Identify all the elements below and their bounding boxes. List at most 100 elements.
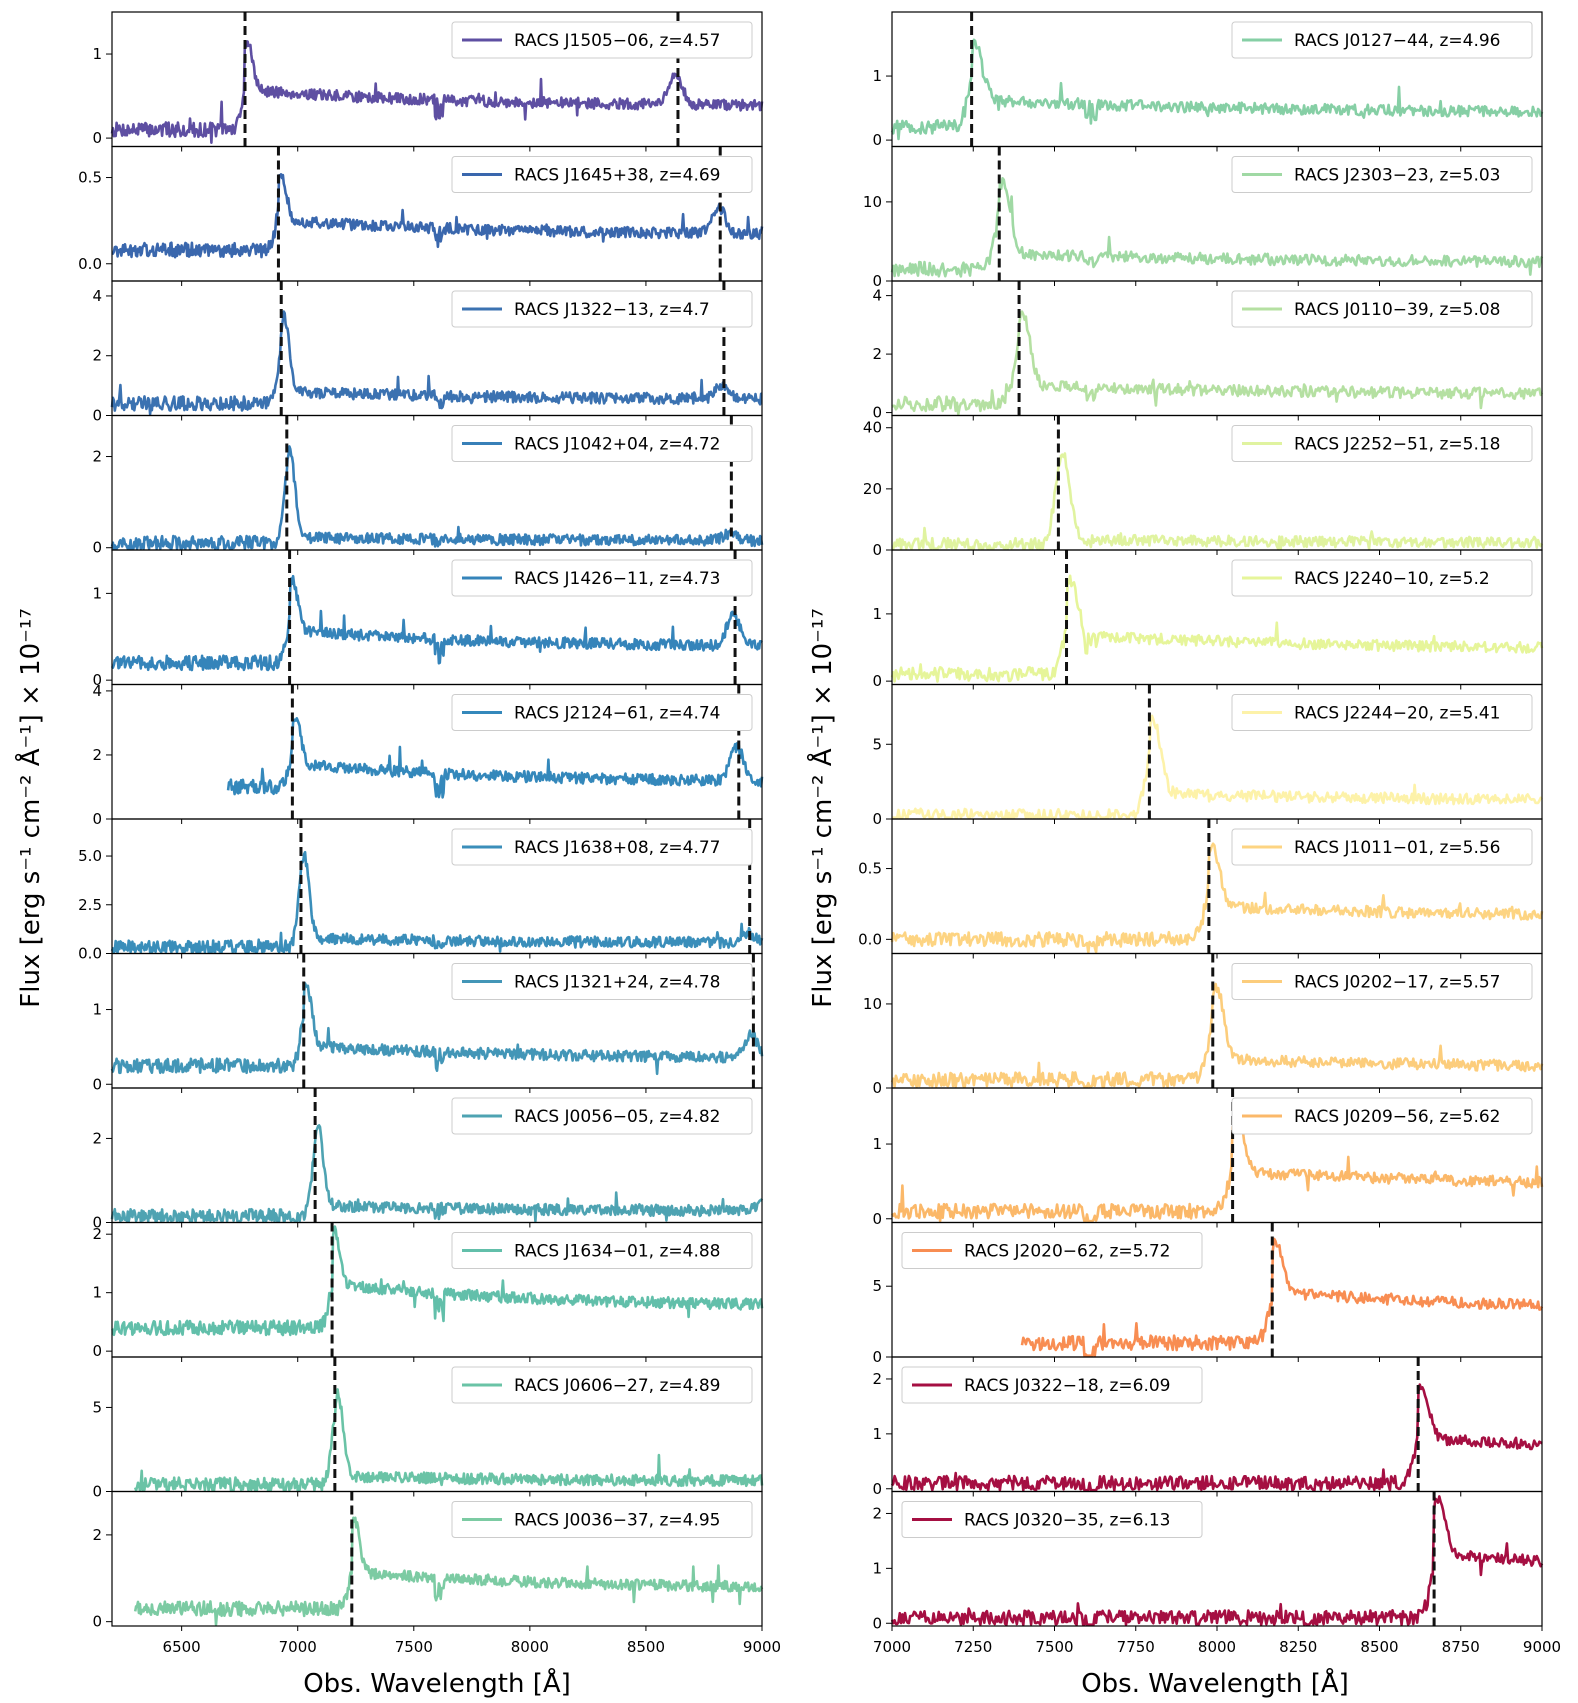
spectrum-line <box>890 574 1544 683</box>
legend-box <box>1231 963 1533 1000</box>
y-tick-label: 5 <box>92 1398 102 1416</box>
y-tick-label: 0 <box>872 672 882 690</box>
legend-label: RACS J2252−51, z=5.18 <box>1294 435 1501 455</box>
spectrum-panel: 0 5 RACS J2244−20, z=5.41 <box>872 683 1544 828</box>
y-tick-label: 0 <box>872 1348 882 1366</box>
legend-box <box>451 694 753 731</box>
x-tick-label: 8250 <box>1279 1638 1317 1656</box>
left-y-axis-title: Flux [erg s⁻¹ cm⁻² Å⁻¹] × 10⁻¹⁷ <box>14 608 46 1007</box>
legend-box <box>901 1232 1203 1269</box>
left-column-panels: 0 1 RACS J1505−06, z=4.57 0.0 0.5 RACS J1645+… <box>78 11 781 1656</box>
legend: RACS J0127−44, z=4.96 <box>1231 21 1533 59</box>
y-tick-label: 1 <box>92 584 102 602</box>
legend: RACS J0209−56, z=5.62 <box>1231 1097 1533 1135</box>
legend-box <box>1231 290 1533 328</box>
y-tick-label: 0 <box>92 1342 102 1360</box>
right-y-axis-title: Flux [erg s⁻¹ cm⁻² Å⁻¹] × 10⁻¹⁷ <box>806 608 838 1007</box>
legend-label: RACS J1011−01, z=5.56 <box>1294 838 1501 858</box>
y-tick-label: 0 <box>92 671 102 689</box>
legend: RACS J2020−62, z=5.72 <box>901 1232 1203 1269</box>
legend: RACS J1645+38, z=4.69 <box>451 156 753 193</box>
spectrum-line <box>226 717 764 799</box>
y-tick-label: 0 <box>92 539 102 557</box>
spectrum-panel: 0 1 RACS J1426−11, z=4.73 <box>92 549 763 690</box>
x-tick-label: 7500 <box>395 1638 433 1656</box>
y-tick-label: 1 <box>92 45 102 63</box>
legend-label: RACS J2240−10, z=5.2 <box>1294 569 1490 589</box>
spectrum-line <box>110 40 764 144</box>
y-tick-label: 0 <box>872 1210 882 1228</box>
y-tick-label: 0 <box>92 1613 102 1631</box>
y-tick-label: 0 <box>92 810 102 828</box>
legend-box <box>451 1097 753 1135</box>
spectrum-panel: 0 1 2 RACS J0322−18, z=6.09 <box>872 1356 1543 1498</box>
legend: RACS J1321+24, z=4.78 <box>451 963 753 1000</box>
legend: RACS J1426−11, z=4.73 <box>451 559 753 597</box>
spectrum-line <box>1020 1237 1544 1357</box>
legend-box <box>451 963 753 1000</box>
y-tick-label: 2 <box>92 1526 102 1544</box>
spectrum-panel: 0 5 RACS J0606−27, z=4.89 <box>92 1356 764 1501</box>
legend: RACS J2303−23, z=5.03 <box>1231 156 1533 193</box>
legend-label: RACS J1645+38, z=4.69 <box>514 166 721 186</box>
y-tick-label: 0.0 <box>858 930 882 948</box>
y-tick-label: 0 <box>872 1480 882 1498</box>
legend-label: RACS J0606−27, z=4.89 <box>514 1376 721 1396</box>
y-tick-label: 0 <box>92 1483 102 1501</box>
legend-box <box>451 425 753 462</box>
x-tick-label: 8000 <box>1198 1638 1236 1656</box>
legend-label: RACS J1634−01, z=4.88 <box>514 1242 721 1262</box>
spectrum-line <box>891 310 1544 416</box>
legend-label: RACS J0056−05, z=4.82 <box>514 1107 721 1127</box>
left-x-axis-title: Obs. Wavelength [Å] <box>303 1667 571 1699</box>
spectrum-line <box>890 1383 1543 1492</box>
y-tick-label: 4 <box>92 287 102 305</box>
spectrum-panel: 0 10 RACS J0202−17, z=5.57 <box>863 952 1544 1097</box>
legend-box <box>901 1366 1203 1404</box>
legend-box <box>1231 1097 1533 1135</box>
legend: RACS J2240−10, z=5.2 <box>1231 559 1533 597</box>
legend-label: RACS J2020−62, z=5.72 <box>964 1242 1171 1262</box>
spectrum-line <box>110 1124 764 1223</box>
legend-label: RACS J0322−18, z=6.09 <box>964 1376 1171 1396</box>
y-tick-label: 2 <box>872 345 882 363</box>
legend-label: RACS J1638+08, z=4.77 <box>514 838 721 858</box>
y-tick-label: 0 <box>872 541 882 559</box>
legend-label: RACS J2124−61, z=4.74 <box>514 704 721 724</box>
x-tick-label: 8500 <box>627 1638 665 1656</box>
y-tick-label: 2 <box>92 448 102 466</box>
legend-box <box>451 1366 753 1404</box>
y-tick-label: 0.5 <box>78 169 102 187</box>
x-tick-label: 7750 <box>1117 1638 1155 1656</box>
legend-box <box>451 1232 753 1269</box>
y-tick-label: 2 <box>92 347 102 365</box>
right-x-axis-title: Obs. Wavelength [Å] <box>1081 1667 1349 1699</box>
legend-label: RACS J0110−39, z=5.08 <box>1294 300 1501 320</box>
legend-box <box>451 290 753 328</box>
legend: RACS J1011−01, z=5.56 <box>1231 828 1533 866</box>
y-tick-label: 10 <box>863 193 882 211</box>
legend: RACS J1322−13, z=4.7 <box>451 290 753 328</box>
spectrum-line <box>110 982 764 1076</box>
legend: RACS J0322−18, z=6.09 <box>901 1366 1203 1404</box>
spectrum-line <box>890 842 1544 954</box>
spectrum-line <box>110 574 763 672</box>
y-tick-label: 1 <box>872 1135 882 1153</box>
y-tick-label: 0.0 <box>78 945 102 963</box>
y-tick-label: 2 <box>92 1225 102 1243</box>
spectrum-line <box>890 982 1544 1088</box>
spectrum-line <box>133 1388 764 1492</box>
y-tick-label: 0 <box>872 1614 882 1632</box>
right-column-panels: 0 1 RACS J0127−44, z=4.96 0 10 RACS J2303−23,… <box>858 11 1561 1656</box>
y-tick-label: 20 <box>863 480 882 498</box>
spectrum-line <box>891 452 1544 550</box>
spectrum-line <box>890 38 1544 141</box>
spectrum-line <box>890 177 1544 278</box>
spectrum-panel: 0 1 RACS J1321+24, z=4.78 <box>92 952 764 1093</box>
y-tick-label: 0.5 <box>858 860 882 878</box>
spectrum-line <box>110 1225 764 1337</box>
y-tick-label: 2 <box>872 1370 882 1388</box>
spectrum-panel: 0 2 RACS J0056−05, z=4.82 <box>92 1087 764 1232</box>
legend: RACS J0110−39, z=5.08 <box>1231 290 1533 328</box>
